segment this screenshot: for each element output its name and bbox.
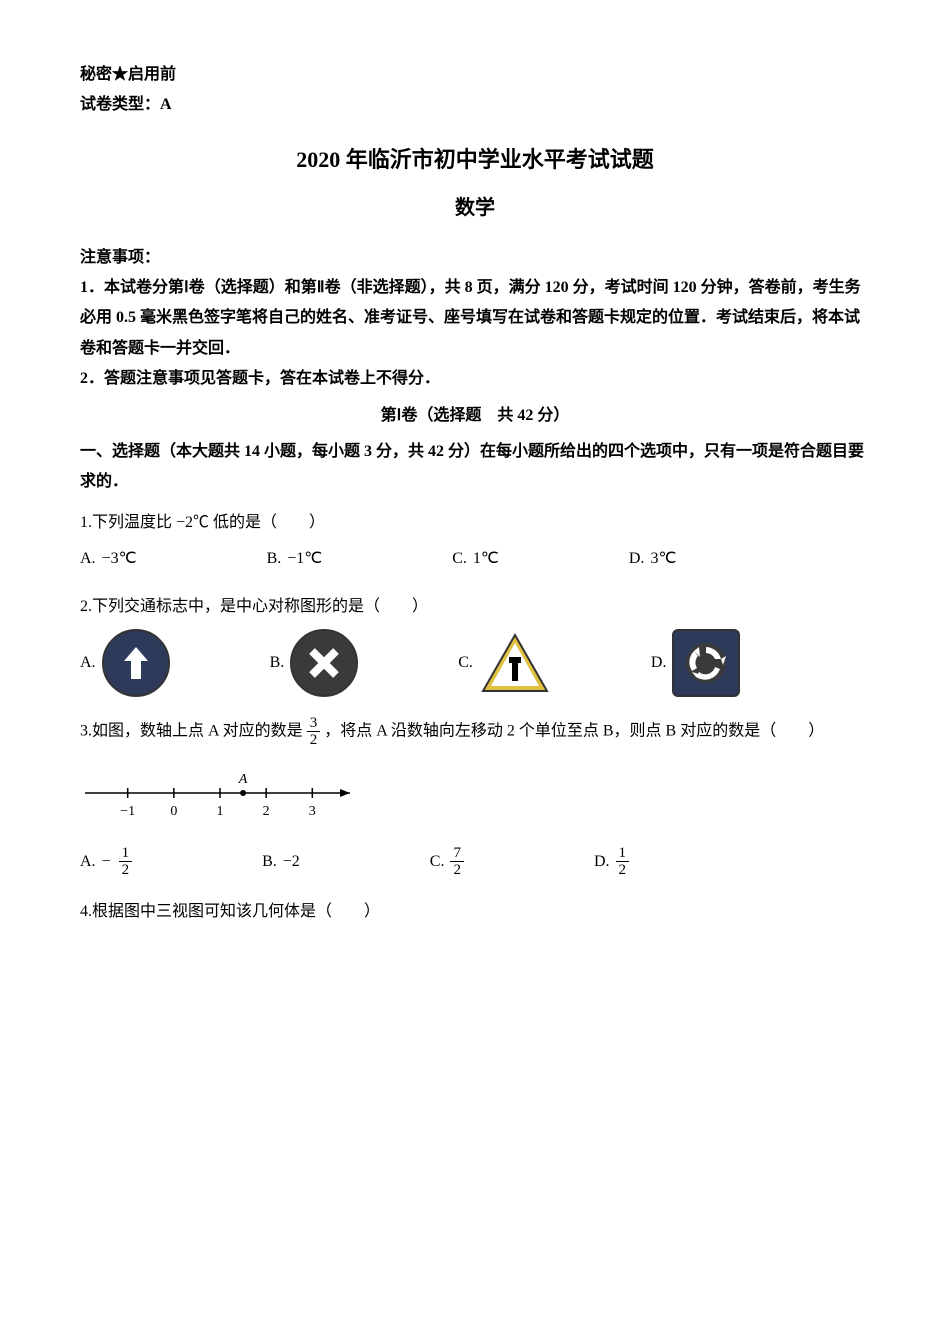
fraction-denominator: 2: [307, 732, 321, 749]
option-label: D.: [651, 648, 667, 678]
option-label: D.: [594, 847, 610, 877]
option-label: B.: [262, 847, 277, 877]
exam-subject: 数学: [80, 189, 870, 227]
fraction-numerator: 1: [616, 845, 630, 863]
option-value: 1℃: [473, 544, 499, 574]
option-label: C.: [452, 544, 467, 574]
option-value: −2: [283, 847, 300, 877]
option-label: A.: [80, 847, 96, 877]
fraction-numerator: 1: [119, 845, 133, 863]
option-label: B.: [270, 648, 285, 678]
svg-text:A: A: [238, 772, 248, 787]
q1-stem-suffix: 低的是（ ）: [213, 514, 325, 531]
option-value: −1℃: [287, 544, 322, 574]
instructions-block: 注意事项： 1．本试卷分第Ⅰ卷（选择题）和第Ⅱ卷（非选择题），共 8 页，满分 …: [80, 243, 870, 395]
traffic-sign-rotary-icon: [672, 629, 740, 697]
q1-option-a: A. −3℃: [80, 544, 137, 574]
svg-text:0: 0: [170, 804, 177, 819]
q3-option-c: C. 7 2: [430, 845, 464, 879]
traffic-sign-triangle-icon: [479, 631, 551, 695]
fraction-numerator: 3: [307, 715, 321, 733]
option-label: A.: [80, 648, 96, 678]
instructions-heading: 注意事项：: [80, 243, 870, 273]
section1-header: 第Ⅰ卷（选择题 共 42 分）: [80, 401, 870, 431]
q2-options: A. B. C. D.: [80, 629, 870, 697]
question-2: 2.下列交通标志中，是中心对称图形的是（ ）: [80, 592, 870, 622]
q3-option-b: B. −2: [262, 845, 300, 879]
q2-option-d: D.: [651, 629, 741, 697]
svg-text:−1: −1: [120, 804, 135, 819]
q1-option-d: D. 3℃: [629, 544, 677, 574]
traffic-sign-x-icon: [290, 629, 358, 697]
instructions-item-2: 2．答题注意事项见答题卡，答在本试卷上不得分．: [80, 364, 870, 394]
q2-option-a: A.: [80, 629, 170, 697]
q3-c-fraction: 7 2: [450, 845, 464, 879]
exam-title: 2020 年临沂市初中学业水平考试试题: [80, 139, 870, 181]
q1-options: A. −3℃ B. −1℃ C. 1℃ D. 3℃: [80, 544, 870, 574]
paper-type-line: 试卷类型：A: [80, 90, 870, 120]
q2-option-b: B.: [270, 629, 359, 697]
q3-a-sign: −: [102, 847, 111, 877]
svg-text:1: 1: [217, 804, 224, 819]
q1-option-c: C. 1℃: [452, 544, 499, 574]
q3-options: A. − 1 2 B. −2 C. 7 2 D. 1 2: [80, 845, 870, 879]
option-label: D.: [629, 544, 645, 574]
question-1: 1.下列温度比 −2℃ 低的是（ ）: [80, 508, 870, 538]
q2-option-c: C.: [458, 631, 551, 695]
option-label: B.: [267, 544, 282, 574]
option-label: C.: [458, 648, 473, 678]
traffic-sign-up-arrow-icon: [102, 629, 170, 697]
confidential-line: 秘密★启用前: [80, 60, 870, 90]
instructions-item-1: 1．本试卷分第Ⅰ卷（选择题）和第Ⅱ卷（非选择题），共 8 页，满分 120 分，…: [80, 273, 870, 364]
q1-option-b: B. −1℃: [267, 544, 323, 574]
q3-d-fraction: 1 2: [616, 845, 630, 879]
q3-option-a: A. − 1 2: [80, 845, 132, 879]
q3-stem-prefix: 3.如图，数轴上点 A 对应的数是: [80, 723, 303, 740]
q3-stem-suffix: ，将点 A 沿数轴向左移动 2 个单位至点 B，则点 B 对应的数是（ ）: [324, 723, 824, 740]
q3-option-d: D. 1 2: [594, 845, 629, 879]
q3-numberline: −1 0 1 2 3 A: [80, 763, 870, 823]
fraction-denominator: 2: [450, 862, 464, 879]
section1-intro: 一、选择题（本大题共 14 小题，每小题 3 分，共 42 分）在每小题所给出的…: [80, 437, 870, 498]
option-value: −3℃: [102, 544, 137, 574]
svg-text:3: 3: [309, 804, 316, 819]
svg-text:2: 2: [263, 804, 270, 819]
question-3: 3.如图，数轴上点 A 对应的数是 3 2 ，将点 A 沿数轴向左移动 2 个单…: [80, 715, 870, 749]
q3-stem-fraction: 3 2: [307, 715, 321, 749]
fraction-denominator: 2: [119, 862, 133, 879]
fraction-denominator: 2: [616, 862, 630, 879]
q1-stem-prefix: 1.下列温度比: [80, 514, 172, 531]
option-label: A.: [80, 544, 96, 574]
option-value: 3℃: [650, 544, 676, 574]
q3-a-fraction: 1 2: [119, 845, 133, 879]
q1-stem-value: −2℃: [176, 514, 209, 531]
fraction-numerator: 7: [450, 845, 464, 863]
question-4: 4.根据图中三视图可知该几何体是（ ）: [80, 897, 870, 927]
option-label: C.: [430, 847, 445, 877]
